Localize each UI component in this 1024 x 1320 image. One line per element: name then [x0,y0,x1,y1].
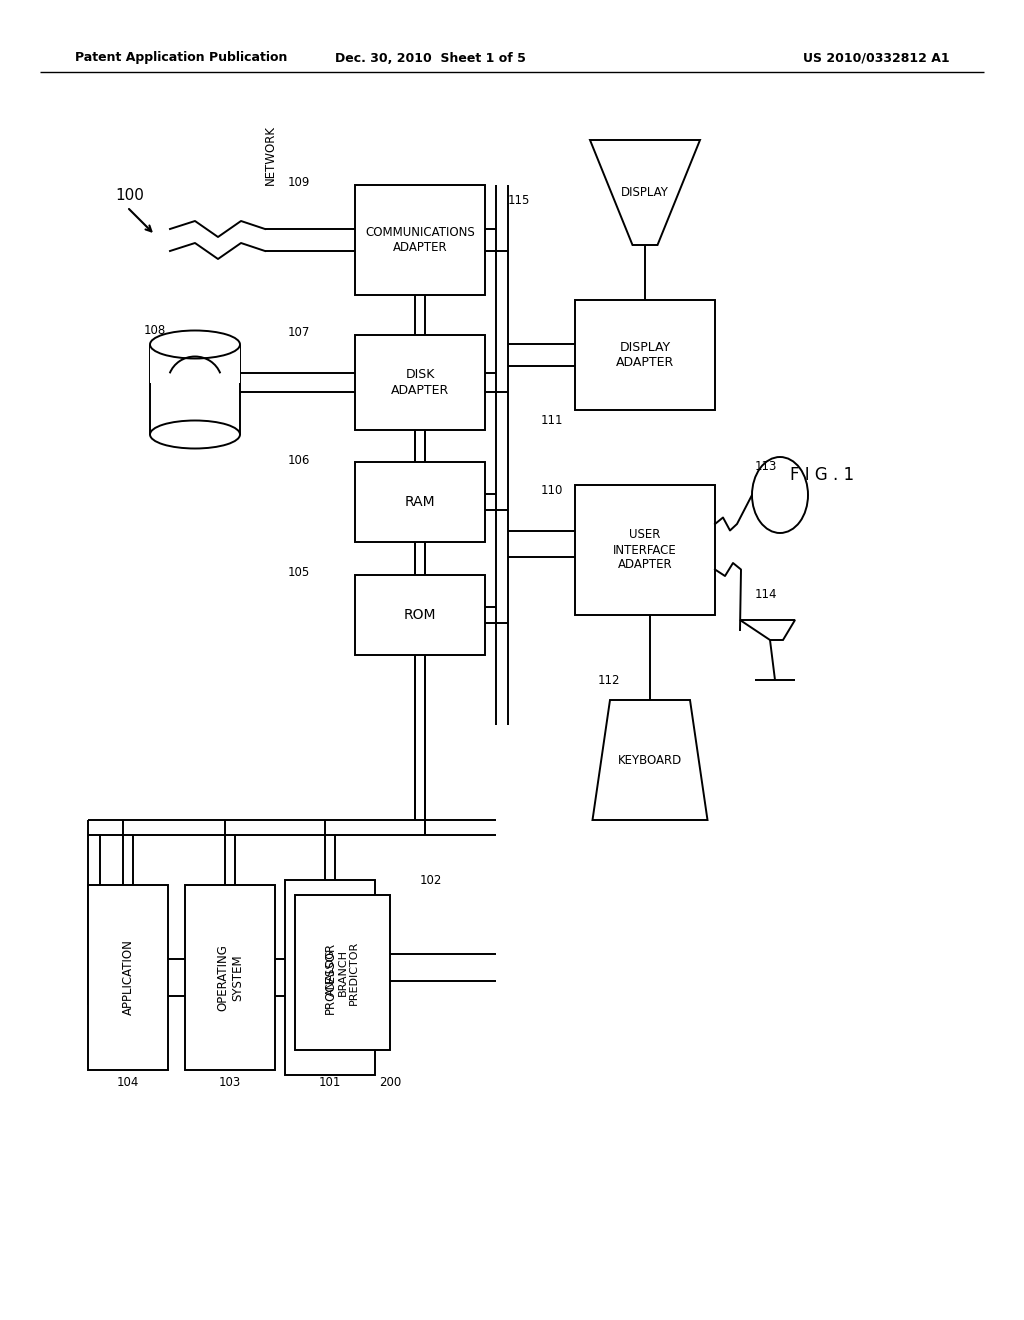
Text: APPLICATION: APPLICATION [122,940,134,1015]
Text: OPERATING
SYSTEM: OPERATING SYSTEM [216,944,244,1011]
Text: COMMUNICATIONS
ADAPTER: COMMUNICATIONS ADAPTER [366,226,475,253]
Text: KEYBOARD: KEYBOARD [617,754,682,767]
Text: 102: 102 [420,874,442,887]
Bar [355,185,485,294]
Text: F I G . 1: F I G . 1 [790,466,854,484]
Text: 101: 101 [318,1076,341,1089]
Text: DISPLAY: DISPLAY [622,186,669,199]
Text: RAM: RAM [404,495,435,510]
Text: DISK
ADAPTER: DISK ADAPTER [391,368,450,396]
Text: 106: 106 [288,454,310,466]
Text: 104: 104 [117,1076,139,1089]
Bar [355,335,485,430]
Text: US 2010/0332812 A1: US 2010/0332812 A1 [804,51,950,65]
Text: 112: 112 [597,673,620,686]
Text: 200: 200 [379,1076,401,1089]
Text: 111: 111 [541,413,563,426]
Bar [355,576,485,655]
Text: USER
INTERFACE
ADAPTER: USER INTERFACE ADAPTER [613,528,677,572]
Ellipse shape [752,457,808,533]
Ellipse shape [150,421,240,449]
Text: 108: 108 [144,323,166,337]
Ellipse shape [150,330,240,359]
Text: ROM: ROM [403,609,436,622]
Text: PROCESSOR: PROCESSOR [324,941,337,1014]
Text: 105: 105 [288,566,310,579]
Bar [285,880,375,1074]
Text: ANALOG
BRANCH
PREDICTOR: ANALOG BRANCH PREDICTOR [326,940,359,1005]
Bar [150,345,240,383]
Bar [355,462,485,543]
Bar [575,484,715,615]
Text: 103: 103 [219,1076,241,1089]
Text: 109: 109 [288,177,310,190]
Text: 100: 100 [115,187,144,202]
Text: NETWORK: NETWORK [263,125,276,185]
Text: Patent Application Publication: Patent Application Publication [75,51,288,65]
Text: DISPLAY
ADAPTER: DISPLAY ADAPTER [615,341,674,370]
Bar [88,884,168,1071]
Text: 110: 110 [541,483,563,496]
Text: 113: 113 [755,461,777,474]
Text: Dec. 30, 2010  Sheet 1 of 5: Dec. 30, 2010 Sheet 1 of 5 [335,51,525,65]
Bar [185,884,275,1071]
Bar [575,300,715,411]
Text: 114: 114 [755,589,777,602]
Text: 115: 115 [508,194,530,206]
Bar [295,895,390,1049]
Text: 107: 107 [288,326,310,339]
